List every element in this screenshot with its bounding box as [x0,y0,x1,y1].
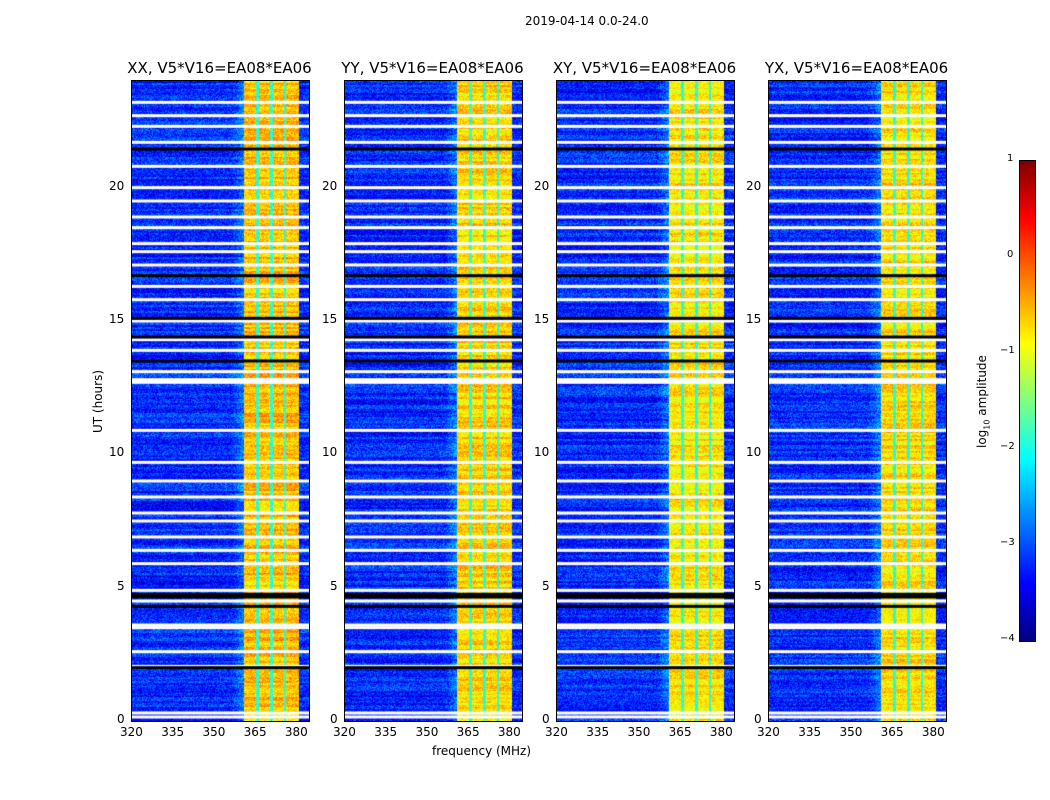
x-tick-label: 350 [627,725,651,739]
colorbar-tick-label: −2 [1000,441,1015,452]
panel-title: YY, V5*V16=EA08*EA06 [341,59,524,77]
colorbar-tick-label: −3 [1000,537,1015,548]
x-tick-label: 380 [709,725,733,739]
y-tick-label: 0 [754,712,762,726]
x-tick-label: 320 [120,725,143,739]
y-tick-label: 20 [534,178,550,193]
spectrogram-panel-3 [768,80,947,722]
x-axis-label: frequency (MHz) [432,744,532,758]
colorbar-label: log10 amplitude [975,355,992,448]
spectrogram-panel-1 [344,80,523,722]
y-tick-label: 20 [109,178,125,193]
y-tick-label: 10 [322,445,338,460]
y-tick-label: 0 [330,712,338,726]
x-tick-label: 350 [839,725,863,739]
colorbar-tick-label: 0 [1007,249,1014,260]
x-tick-label: 335 [161,725,185,739]
x-tick-label: 320 [757,725,780,739]
y-tick-label: 20 [322,178,338,193]
x-tick-label: 365 [243,725,267,739]
y-tick-label: 10 [746,445,762,460]
x-tick-label: 380 [284,725,308,739]
y-tick-label: 10 [534,445,550,460]
y-tick-label: 0 [117,712,125,726]
y-tick-label: 5 [542,578,550,593]
spectrogram-panel-2 [556,80,735,722]
panel-title: XY, V5*V16=EA08*EA06 [552,59,737,77]
y-tick-label: 20 [746,178,762,193]
y-tick-label: 0 [542,712,550,726]
colorbar-tick-label: 1 [1007,153,1014,164]
spectrogram-panel-0 [131,80,310,722]
y-tick-label: 15 [322,312,338,326]
y-tick-label: 15 [746,312,762,326]
x-tick-label: 380 [497,725,521,739]
y-tick-label: 5 [330,578,338,593]
x-tick-label: 365 [456,725,480,739]
x-tick-label: 365 [880,725,904,739]
x-tick-label: 350 [415,725,439,739]
x-tick-label: 320 [545,725,568,739]
x-tick-label: 380 [921,725,945,739]
x-tick-label: 320 [333,725,356,739]
y-tick-label: 15 [534,312,550,326]
y-axis-label: UT (hours) [91,369,105,433]
y-tick-label: 5 [754,578,762,593]
x-tick-label: 350 [202,725,226,739]
panel-title: XX, V5*V16=EA08*EA06 [127,59,312,77]
colorbar-tick-label: −1 [1000,345,1015,356]
x-tick-label: 335 [798,725,822,739]
x-tick-label: 335 [586,725,610,739]
y-tick-label: 10 [109,445,125,460]
colorbar [1019,160,1036,642]
figure-suptitle: 2019-04-14 0.0-24.0 [525,14,649,28]
y-tick-label: 5 [117,578,125,593]
panel-title: YX, V5*V16=EA08*EA06 [764,59,949,77]
x-tick-label: 335 [374,725,398,739]
y-tick-label: 15 [109,312,125,326]
x-tick-label: 365 [668,725,692,739]
colorbar-tick-label: −4 [1000,633,1015,644]
